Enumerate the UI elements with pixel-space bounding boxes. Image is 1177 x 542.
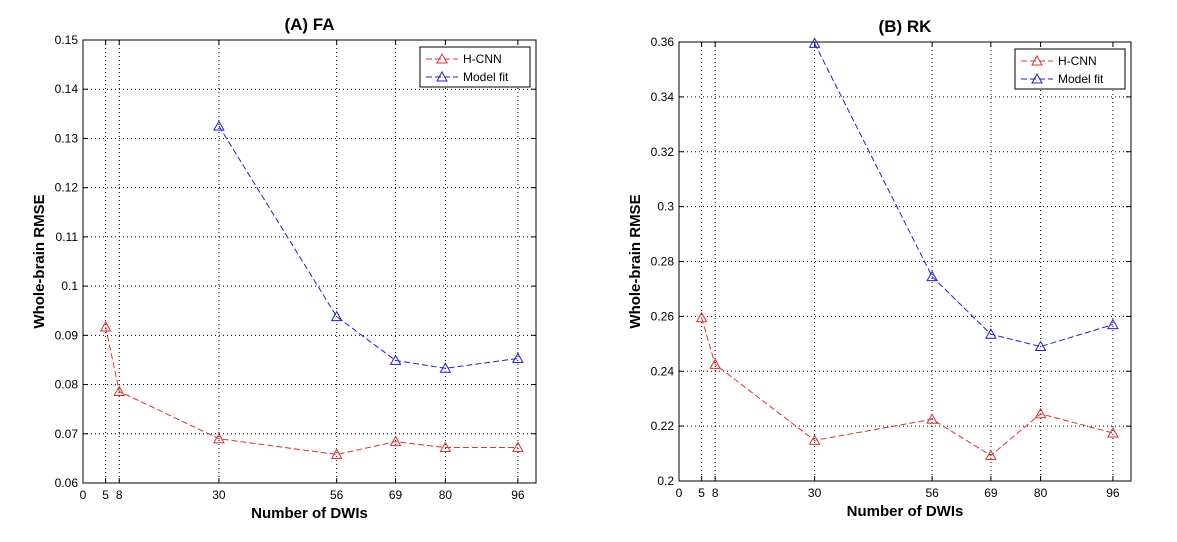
y-tick-label: 0.26: [651, 309, 675, 323]
x-tick-label: 30: [212, 488, 226, 502]
data-point: [985, 449, 997, 460]
y-tick-label: 0.13: [55, 131, 79, 145]
data-point: [439, 441, 452, 453]
y-tick-label: 0.3: [657, 200, 674, 214]
x-axis-label: Number of DWIs: [847, 503, 964, 520]
y-tick-label: 0.14: [55, 82, 79, 96]
series-model-fit: [808, 37, 1119, 352]
legend-marker: [1031, 72, 1043, 84]
data-point: [439, 362, 452, 373]
data-point: [709, 358, 722, 369]
x-tick-label: 69: [389, 488, 403, 502]
series-h-cnn: [695, 311, 1119, 460]
chart-panel-1: 0 5 8 30 56 69 80 96 0.2 0.22 0.24 0.26 0.28 0.3 0.32 0…: [627, 17, 1132, 520]
series-line: [701, 317, 1114, 457]
x-tick-label: 8: [712, 486, 719, 500]
data-point: [113, 385, 126, 396]
y-tick-label: 0.09: [55, 328, 79, 342]
x-tick-label: 0: [676, 486, 683, 500]
legend-box: [419, 46, 531, 88]
data-point: [808, 434, 821, 445]
legend-marker: [1031, 54, 1043, 66]
y-tick-label: 0.22: [651, 419, 675, 433]
legend-box: [1014, 48, 1126, 90]
legend-marker: [436, 52, 448, 64]
x-tick-label: 56: [925, 486, 939, 500]
y-tick-label: 0.1: [61, 279, 78, 293]
series-line: [105, 326, 518, 455]
data-point: [985, 328, 997, 339]
y-tick-label: 0.36: [651, 35, 675, 49]
y-tick-label: 0.15: [55, 33, 79, 47]
data-point: [1034, 340, 1047, 352]
x-tick-label: 96: [1106, 486, 1120, 500]
x-tick-label: 80: [439, 488, 453, 502]
legend-label: Model fit: [463, 70, 509, 84]
x-tick-label: 0: [80, 488, 87, 502]
x-axis-label: Number of DWIs: [251, 505, 368, 522]
chart-panel-0: 0 5 8 30 56 69 80 96 0.06 0.07 0.08 0.09 0.1 0.11 0.12…: [31, 15, 537, 522]
y-tick-label: 0.11: [56, 230, 79, 244]
data-point: [1107, 426, 1119, 438]
series-h-cnn: [99, 320, 524, 459]
series-line: [814, 43, 1114, 348]
data-point: [926, 413, 938, 424]
x-tick-label: 8: [116, 488, 123, 502]
data-point: [808, 37, 821, 48]
legend: H-CNN Model fit: [1014, 48, 1126, 90]
data-point: [1034, 407, 1047, 419]
y-tick-label: 0.32: [651, 145, 675, 159]
data-point: [1107, 318, 1119, 330]
data-point: [330, 310, 343, 322]
data-point: [512, 352, 524, 363]
legend-marker: [436, 70, 448, 82]
x-tick-label: 56: [330, 488, 344, 502]
data-point: [330, 448, 343, 459]
x-tick-label: 5: [102, 488, 109, 502]
legend-label: H-CNN: [463, 52, 502, 66]
y-axis-label: Whole-brain RMSE: [627, 194, 644, 328]
data-point: [389, 435, 402, 447]
data-point: [926, 270, 938, 282]
y-tick-label: 0.24: [651, 364, 675, 378]
legend: H-CNN Model fit: [419, 46, 531, 88]
data-point: [695, 311, 708, 323]
y-tick-label: 0.28: [651, 255, 675, 269]
y-axis-label: Whole-brain RMSE: [31, 194, 48, 328]
data-point: [213, 120, 225, 131]
data-point: [512, 441, 524, 453]
x-tick-label: 80: [1034, 486, 1048, 500]
data-point: [389, 354, 402, 365]
y-tick-label: 0.12: [55, 181, 79, 195]
y-tick-label: 0.2: [657, 474, 674, 488]
legend-label: H-CNN: [1058, 54, 1097, 68]
chart-title: (A) FA: [284, 15, 334, 34]
x-tick-label: 96: [511, 488, 525, 502]
y-tick-label: 0.34: [651, 90, 675, 104]
x-tick-label: 5: [698, 486, 705, 500]
x-tick-label: 30: [808, 486, 822, 500]
data-point: [99, 320, 112, 332]
y-tick-label: 0.07: [55, 427, 79, 441]
axes-box: [82, 39, 537, 484]
plot-area: [83, 40, 536, 483]
chart-title: (B) RK: [879, 17, 933, 36]
series-model-fit: [213, 120, 524, 373]
data-point: [213, 432, 225, 444]
series-line: [218, 125, 518, 369]
y-tick-label: 0.06: [55, 476, 79, 490]
legend-label: Model fit: [1058, 72, 1104, 86]
y-tick-label: 0.08: [55, 378, 79, 392]
x-tick-label: 69: [984, 486, 998, 500]
